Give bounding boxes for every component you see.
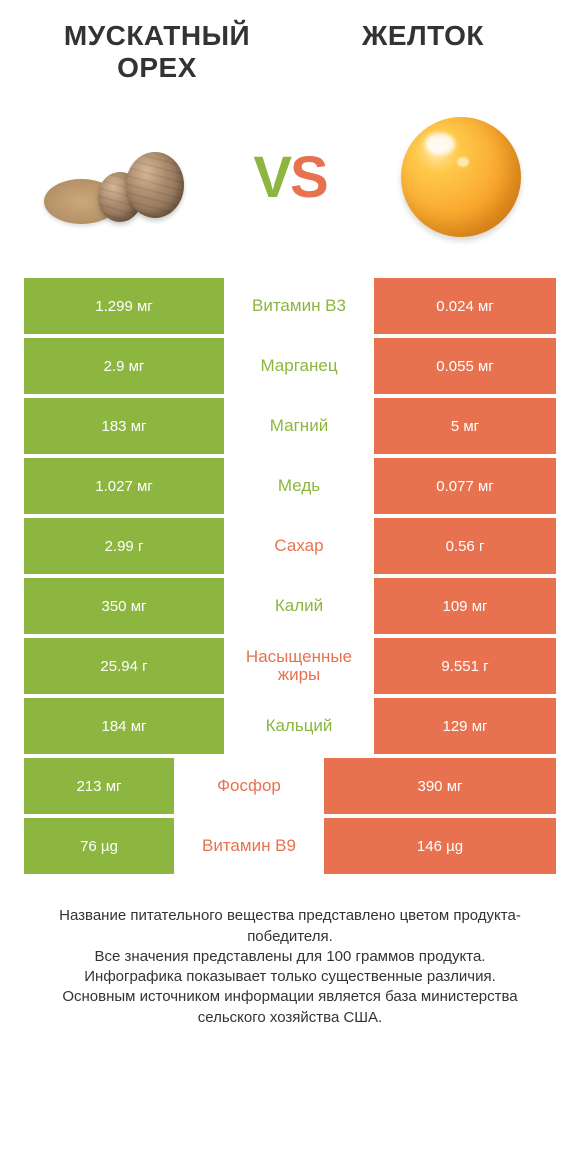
nutmeg-icon: [44, 122, 194, 232]
left-product-image: [44, 112, 194, 242]
left-value: 76 µg: [24, 818, 174, 874]
footer-text: Название питательного вещества представл…: [24, 906, 556, 1028]
left-value: 350 мг: [24, 578, 224, 634]
right-value: 9.551 г: [374, 638, 556, 694]
nutrient-label: Витамин B9: [174, 818, 324, 874]
right-product-image: [386, 112, 536, 242]
footer-line: Инфографика показывает только существенн…: [28, 967, 552, 987]
comparison-table: 1.299 мгВитамин B30.024 мг2.9 мгМарганец…: [24, 278, 556, 874]
footer-line: Все значения представлены для 100 граммо…: [28, 947, 552, 967]
header: МУСКАТНЫЙ ОРЕХ ЖЕЛТОК: [24, 20, 556, 84]
right-value: 0.56 г: [374, 518, 556, 574]
left-value: 25.94 г: [24, 638, 224, 694]
right-value: 129 мг: [374, 698, 556, 754]
table-row: 183 мгМагний5 мг: [24, 398, 556, 454]
yolk-icon: [401, 117, 521, 237]
left-value: 2.9 мг: [24, 338, 224, 394]
left-product-title: МУСКАТНЫЙ ОРЕХ: [24, 20, 290, 84]
nutrient-label: Витамин B3: [224, 278, 374, 334]
vs-letter-v: V: [253, 144, 290, 211]
right-value: 146 µg: [324, 818, 556, 874]
table-row: 350 мгКалий109 мг: [24, 578, 556, 634]
table-row: 1.299 мгВитамин B30.024 мг: [24, 278, 556, 334]
left-value: 2.99 г: [24, 518, 224, 574]
nutrient-label: Медь: [224, 458, 374, 514]
left-value: 184 мг: [24, 698, 224, 754]
nutrient-label: Кальций: [224, 698, 374, 754]
images-row: VS: [24, 112, 556, 242]
nutrient-label: Фосфор: [174, 758, 324, 814]
right-value: 0.055 мг: [374, 338, 556, 394]
right-product-title: ЖЕЛТОК: [290, 20, 556, 52]
table-row: 76 µgВитамин B9146 µg: [24, 818, 556, 874]
vs-label: VS: [253, 144, 326, 211]
nutrient-label: Насыщенные жиры: [224, 638, 374, 694]
right-value: 5 мг: [374, 398, 556, 454]
table-row: 184 мгКальций129 мг: [24, 698, 556, 754]
nutrient-label: Магний: [224, 398, 374, 454]
table-row: 213 мгФосфор390 мг: [24, 758, 556, 814]
table-row: 2.99 гСахар0.56 г: [24, 518, 556, 574]
footer-line: Название питательного вещества представл…: [28, 906, 552, 947]
footer-line: Основным источником информации является …: [28, 987, 552, 1028]
right-value: 0.024 мг: [374, 278, 556, 334]
nutrient-label: Калий: [224, 578, 374, 634]
vs-letter-s: S: [290, 144, 327, 211]
right-value: 390 мг: [324, 758, 556, 814]
right-value: 109 мг: [374, 578, 556, 634]
left-value: 1.027 мг: [24, 458, 224, 514]
left-value: 213 мг: [24, 758, 174, 814]
table-row: 2.9 мгМарганец0.055 мг: [24, 338, 556, 394]
left-value: 183 мг: [24, 398, 224, 454]
nutrient-label: Сахар: [224, 518, 374, 574]
right-value: 0.077 мг: [374, 458, 556, 514]
table-row: 25.94 гНасыщенные жиры9.551 г: [24, 638, 556, 694]
nutrient-label: Марганец: [224, 338, 374, 394]
table-row: 1.027 мгМедь0.077 мг: [24, 458, 556, 514]
left-value: 1.299 мг: [24, 278, 224, 334]
